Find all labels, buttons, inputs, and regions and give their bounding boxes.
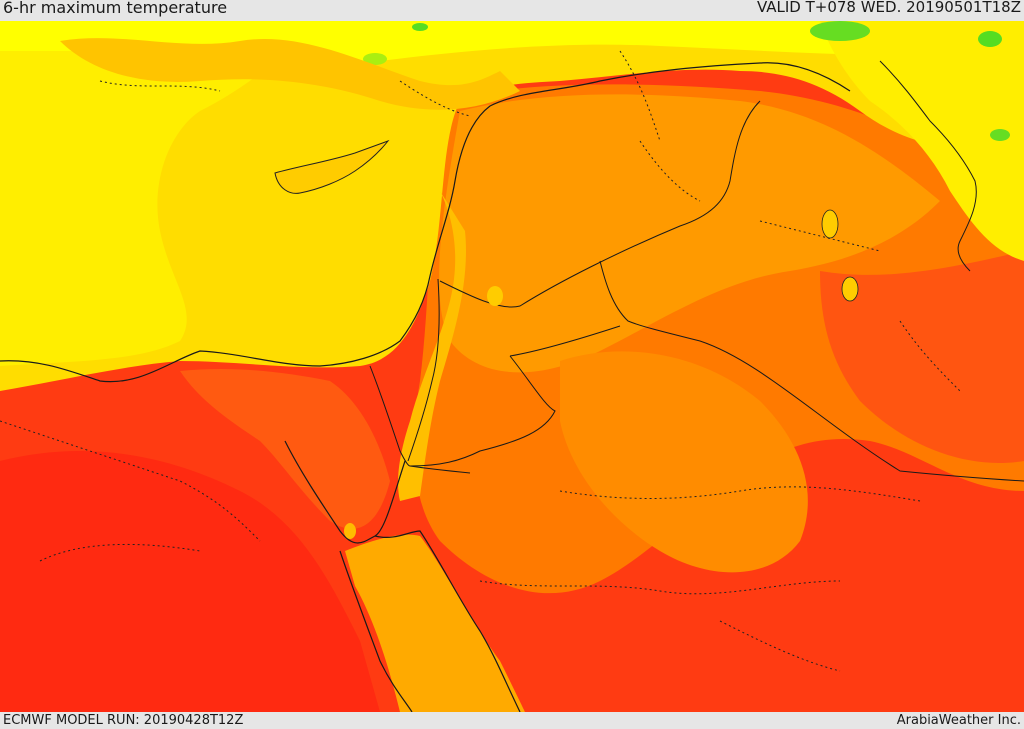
coastline-mediterranean (0, 62, 851, 383)
map-header: 6-hr maximum temperature VALID T+078 WED… (0, 0, 1024, 21)
map-title: 6-hr maximum temperature (3, 0, 228, 17)
mediterranean-gold-field (0, 21, 1024, 391)
orange-inland-field (560, 351, 808, 573)
coastal-strip (398, 191, 466, 501)
coastline-gulf-of-suez (284, 440, 406, 544)
border-iraq-saudi (599, 260, 1024, 482)
border-jordan (409, 325, 621, 467)
red-east-field (820, 251, 1024, 463)
coastline-red-sea-east (374, 530, 521, 712)
green-patch-4 (363, 53, 387, 65)
lake-1 (821, 209, 839, 239)
model-run: ECMWF MODEL RUN: 20190428T12Z (3, 713, 244, 728)
border-iran (879, 60, 977, 272)
dotted-borders (0, 50, 961, 672)
green-patch-5 (412, 23, 428, 31)
deep-red-field (0, 451, 380, 712)
yellow-spot-2 (344, 523, 356, 539)
coastline-red-sea-west (339, 550, 413, 712)
green-patch-3 (990, 129, 1010, 141)
temperature-map (0, 21, 1024, 712)
valid-time: VALID T+078 WED. 20190501T18Z (756, 0, 1021, 16)
green-patch-2 (978, 31, 1002, 47)
map-footer: ECMWF MODEL RUN: 20190428T12Z ArabiaWeat… (0, 712, 1024, 729)
sinai-field (180, 369, 390, 529)
orange-field (439, 94, 940, 373)
border-sinai (369, 365, 471, 474)
credit: ArabiaWeather Inc. (896, 713, 1021, 728)
yellow-spot-1 (487, 286, 503, 306)
border-jordan-valley (407, 278, 440, 462)
green-patch-1 (810, 21, 870, 41)
lake-2 (841, 276, 859, 302)
border-syria-iraq (439, 100, 761, 308)
northeast-yellow-field (820, 21, 1024, 261)
north-orange-ribbon (60, 38, 520, 110)
map-canvas (0, 21, 1024, 712)
cyprus-island (274, 139, 390, 194)
red-sea-field (345, 534, 525, 712)
west-yellow-field (0, 21, 320, 366)
